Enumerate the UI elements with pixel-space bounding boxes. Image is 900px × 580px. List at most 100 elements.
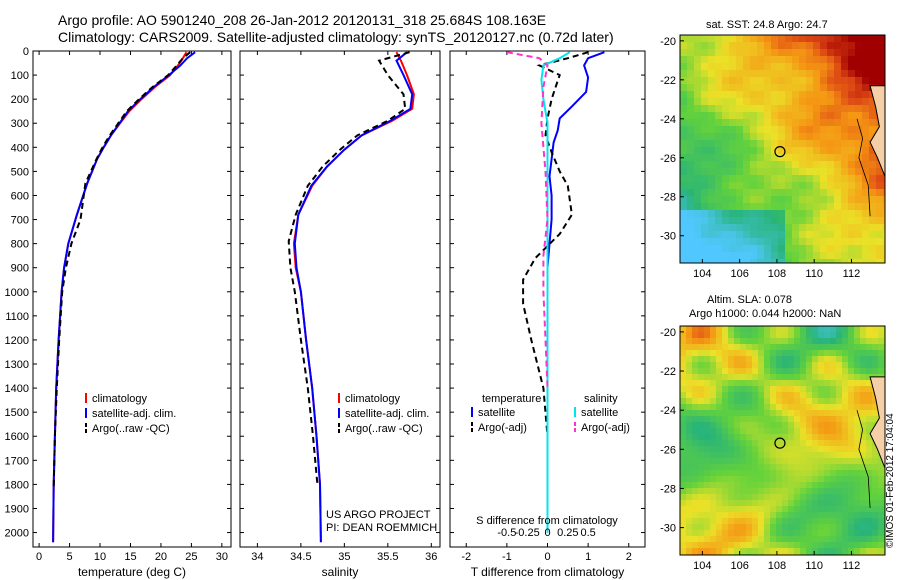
map-cell <box>764 428 771 435</box>
map-cell <box>785 112 793 120</box>
map-cell <box>740 452 747 459</box>
map-cell <box>820 56 828 64</box>
map-cell <box>757 238 765 246</box>
map-cell <box>778 133 786 141</box>
map-cell <box>812 548 819 555</box>
map-cell <box>692 482 699 489</box>
map-cell <box>698 428 705 435</box>
map-cell <box>848 238 856 246</box>
map-cell <box>800 500 807 507</box>
map-cell <box>848 476 855 483</box>
map-cell <box>746 416 753 423</box>
map-cell <box>836 434 843 441</box>
map-cell <box>715 56 723 64</box>
map-cell <box>818 398 825 405</box>
map-cell <box>813 182 821 190</box>
series-line-3 <box>506 51 549 389</box>
map-cell <box>820 91 828 99</box>
map-cell <box>800 332 807 339</box>
map-cell <box>848 392 855 399</box>
map-cell <box>764 362 771 369</box>
map-cell <box>812 356 819 363</box>
map-cell <box>729 119 737 127</box>
map-cell <box>704 536 711 543</box>
map-cell <box>752 332 759 339</box>
map-cell <box>687 133 695 141</box>
map-cell <box>722 168 730 176</box>
map-cell <box>778 259 786 263</box>
map-cell <box>836 398 843 405</box>
map-cell <box>782 404 789 411</box>
map-cell <box>728 476 735 483</box>
map-cell <box>800 338 807 345</box>
map-cell <box>734 512 741 519</box>
series-line-0 <box>292 51 415 543</box>
map-cell <box>764 98 772 106</box>
map-cell <box>848 536 855 543</box>
map-cell <box>876 231 884 239</box>
map-cell <box>830 422 837 429</box>
map-cell <box>758 344 765 351</box>
map-cell <box>836 428 843 435</box>
sla-map-image <box>680 326 885 555</box>
map-cell <box>715 119 723 127</box>
map-cell <box>862 168 870 176</box>
map-cell <box>854 338 861 345</box>
map-cell <box>860 404 867 411</box>
map-cell <box>866 542 873 549</box>
map-cell <box>848 428 855 435</box>
map-cell <box>878 458 885 465</box>
map-cell <box>764 398 771 405</box>
map-cell <box>824 350 831 357</box>
map-cell <box>716 344 723 351</box>
map-cell <box>860 476 867 483</box>
map-cell <box>792 35 800 43</box>
map-cell <box>708 189 716 197</box>
map-cell <box>818 536 825 543</box>
map-cell <box>686 476 693 483</box>
map-cell <box>782 530 789 537</box>
map-cell <box>876 189 884 197</box>
map-cell <box>854 542 861 549</box>
map-cell <box>855 189 863 197</box>
map-cell <box>729 189 737 197</box>
map-cell <box>824 464 831 471</box>
map-cell <box>701 231 709 239</box>
map-cell <box>872 494 879 501</box>
map-cell <box>841 112 849 120</box>
map-cell <box>800 416 807 423</box>
map-cell <box>729 245 737 253</box>
map-cell <box>782 434 789 441</box>
map-cell <box>701 147 709 155</box>
map-cell <box>855 112 863 120</box>
legend-group-salinity: salinity <box>584 393 618 405</box>
map-cell <box>686 464 693 471</box>
map-cell <box>764 416 771 423</box>
map-cell <box>794 452 801 459</box>
x-tick-label: 0 <box>544 551 550 563</box>
map-cell <box>701 49 709 57</box>
map-cell <box>812 398 819 405</box>
y-tick-label: 1500 <box>5 407 29 419</box>
map-cell <box>800 548 807 555</box>
map-cell <box>704 368 711 375</box>
map-cell <box>729 98 737 106</box>
map-cell <box>800 512 807 519</box>
map-cell <box>820 77 828 85</box>
map-cell <box>830 338 837 345</box>
map-y-tick-label: -30 <box>660 523 676 535</box>
map-cell <box>799 42 807 50</box>
map-cell <box>848 404 855 411</box>
map-cell <box>883 245 885 253</box>
map-cell <box>764 126 772 134</box>
map-cell <box>860 536 867 543</box>
map-cell <box>860 380 867 387</box>
map-cell <box>800 506 807 513</box>
map-cell <box>776 428 783 435</box>
map-cell <box>692 476 699 483</box>
map-cell <box>854 422 861 429</box>
map-cell <box>687 56 695 64</box>
map-cell <box>750 224 758 232</box>
map-cell <box>872 548 879 555</box>
map-cell <box>876 70 884 78</box>
